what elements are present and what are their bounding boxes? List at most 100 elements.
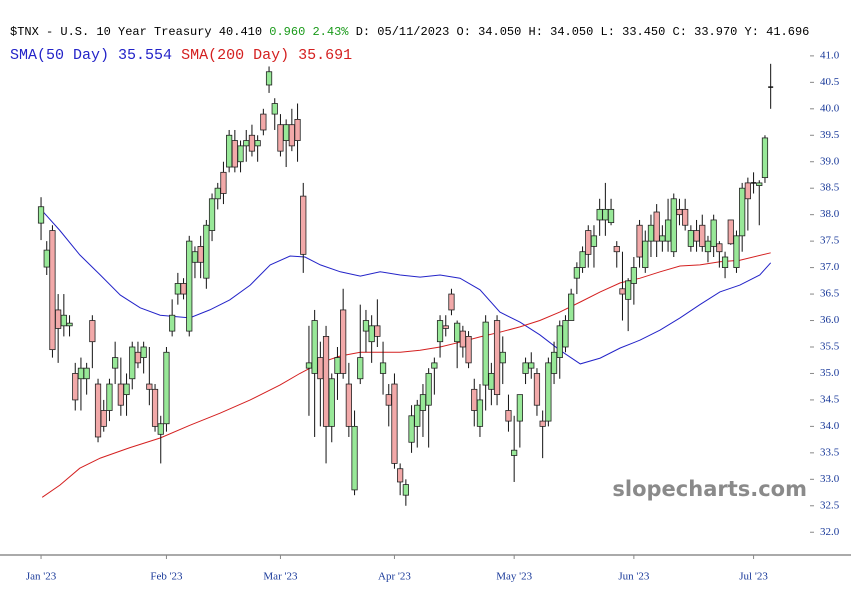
candle-body [220,171,227,194]
y-tick-label: 37.5 [820,235,840,247]
candle-body [607,208,615,224]
candle-body [733,235,740,268]
candle-body [716,243,723,253]
candle-body [454,322,461,343]
x-tick-label: Mar '23 [263,571,298,583]
candle-body [459,330,466,348]
candle-body [499,351,506,364]
candle-body [397,468,404,483]
candle-body [55,309,62,329]
candle-body [351,425,358,491]
candle-body [476,399,484,427]
y-tick-label: 34.5 [820,393,840,405]
candle-body [568,293,575,321]
watermark: slopecharts.com [612,477,807,501]
candle-body [305,362,313,369]
sma-line [40,209,772,365]
candle-body [516,394,523,422]
candle-body [208,198,216,231]
candle-body [556,325,563,358]
candle-body [727,219,734,245]
candle-body [214,187,221,200]
candle-body [146,383,153,390]
candle-body [317,357,324,380]
candle-body [300,195,307,255]
sma-line [41,252,771,498]
y-tick-label: 32.5 [820,499,840,511]
candle-body [402,484,409,496]
candle-body [647,224,655,242]
legend: SMA(50 Day) 35.554 SMA(200 Day) 35.691 [10,47,352,64]
candle-body [180,283,187,295]
candle-body [191,251,199,263]
candle-body [739,187,746,237]
y-tick-label: 41.0 [820,49,840,61]
candle-body [203,224,210,279]
candle-body [265,71,273,86]
candle-body [625,280,632,300]
candle-body [140,346,147,358]
x-tick-label: May '23 [496,571,532,583]
candle-body [562,320,569,348]
candle-body [226,134,233,168]
x-tick-label: Jan '23 [26,571,57,583]
y-tick-label: 33.5 [820,446,840,458]
candle-body [505,410,512,422]
candle-body [471,388,478,411]
candle-body [710,219,717,247]
candle-body [66,322,73,327]
candle-body [425,373,432,406]
candle-body [157,423,164,435]
candle-body [687,230,694,247]
candle-body [522,362,529,374]
candle-body [248,134,256,152]
y-tick-label: 37.0 [820,261,840,273]
legend-name: SMA(50 Day) [10,47,109,64]
candle-body [636,224,643,258]
candle-body [756,182,763,186]
candle-body [112,357,119,369]
y-tick-label: 33.0 [820,473,840,485]
candle-body [528,362,535,369]
legend-value: 35.554 [118,47,172,64]
candle-body [254,140,261,147]
candle-body [642,240,649,268]
candle-body [129,346,136,380]
candle-body [357,357,364,380]
candle-body [744,182,751,200]
candle-body [311,320,318,374]
details: D: 05/11/2023 O: 34.050 H: 34.050 L: 33.… [356,25,810,39]
candle-body [60,314,67,327]
x-tick-label: Apr '23 [378,571,411,583]
candle-body [83,367,90,380]
candle-body [374,325,381,337]
candle-body [283,124,290,141]
candle-body [653,211,660,242]
candle-body [123,383,130,396]
y-tick-label: 32.0 [820,526,840,538]
y-tick-label: 40.0 [820,102,840,114]
candle-body [151,388,159,427]
candle-body [488,373,495,390]
candle-body [414,404,421,427]
candle-body [573,267,580,279]
candle-body [699,224,706,247]
candle-body [761,137,769,179]
y-tick-label: 38.0 [820,208,840,220]
candle-body [237,145,244,163]
y-tick-label: 36.0 [820,314,840,326]
candle-body [385,394,392,406]
y-tick-label: 35.5 [820,341,840,353]
candle-body [260,113,267,131]
candle-body [539,420,546,427]
candle-body [664,219,672,242]
candle-body [362,320,370,332]
y-tick-label: 40.5 [820,76,840,88]
candle-body [379,362,387,374]
y-tick-label: 38.5 [820,182,840,194]
candle-body [72,373,79,401]
candle-body [482,321,489,386]
candle-body [77,367,85,380]
